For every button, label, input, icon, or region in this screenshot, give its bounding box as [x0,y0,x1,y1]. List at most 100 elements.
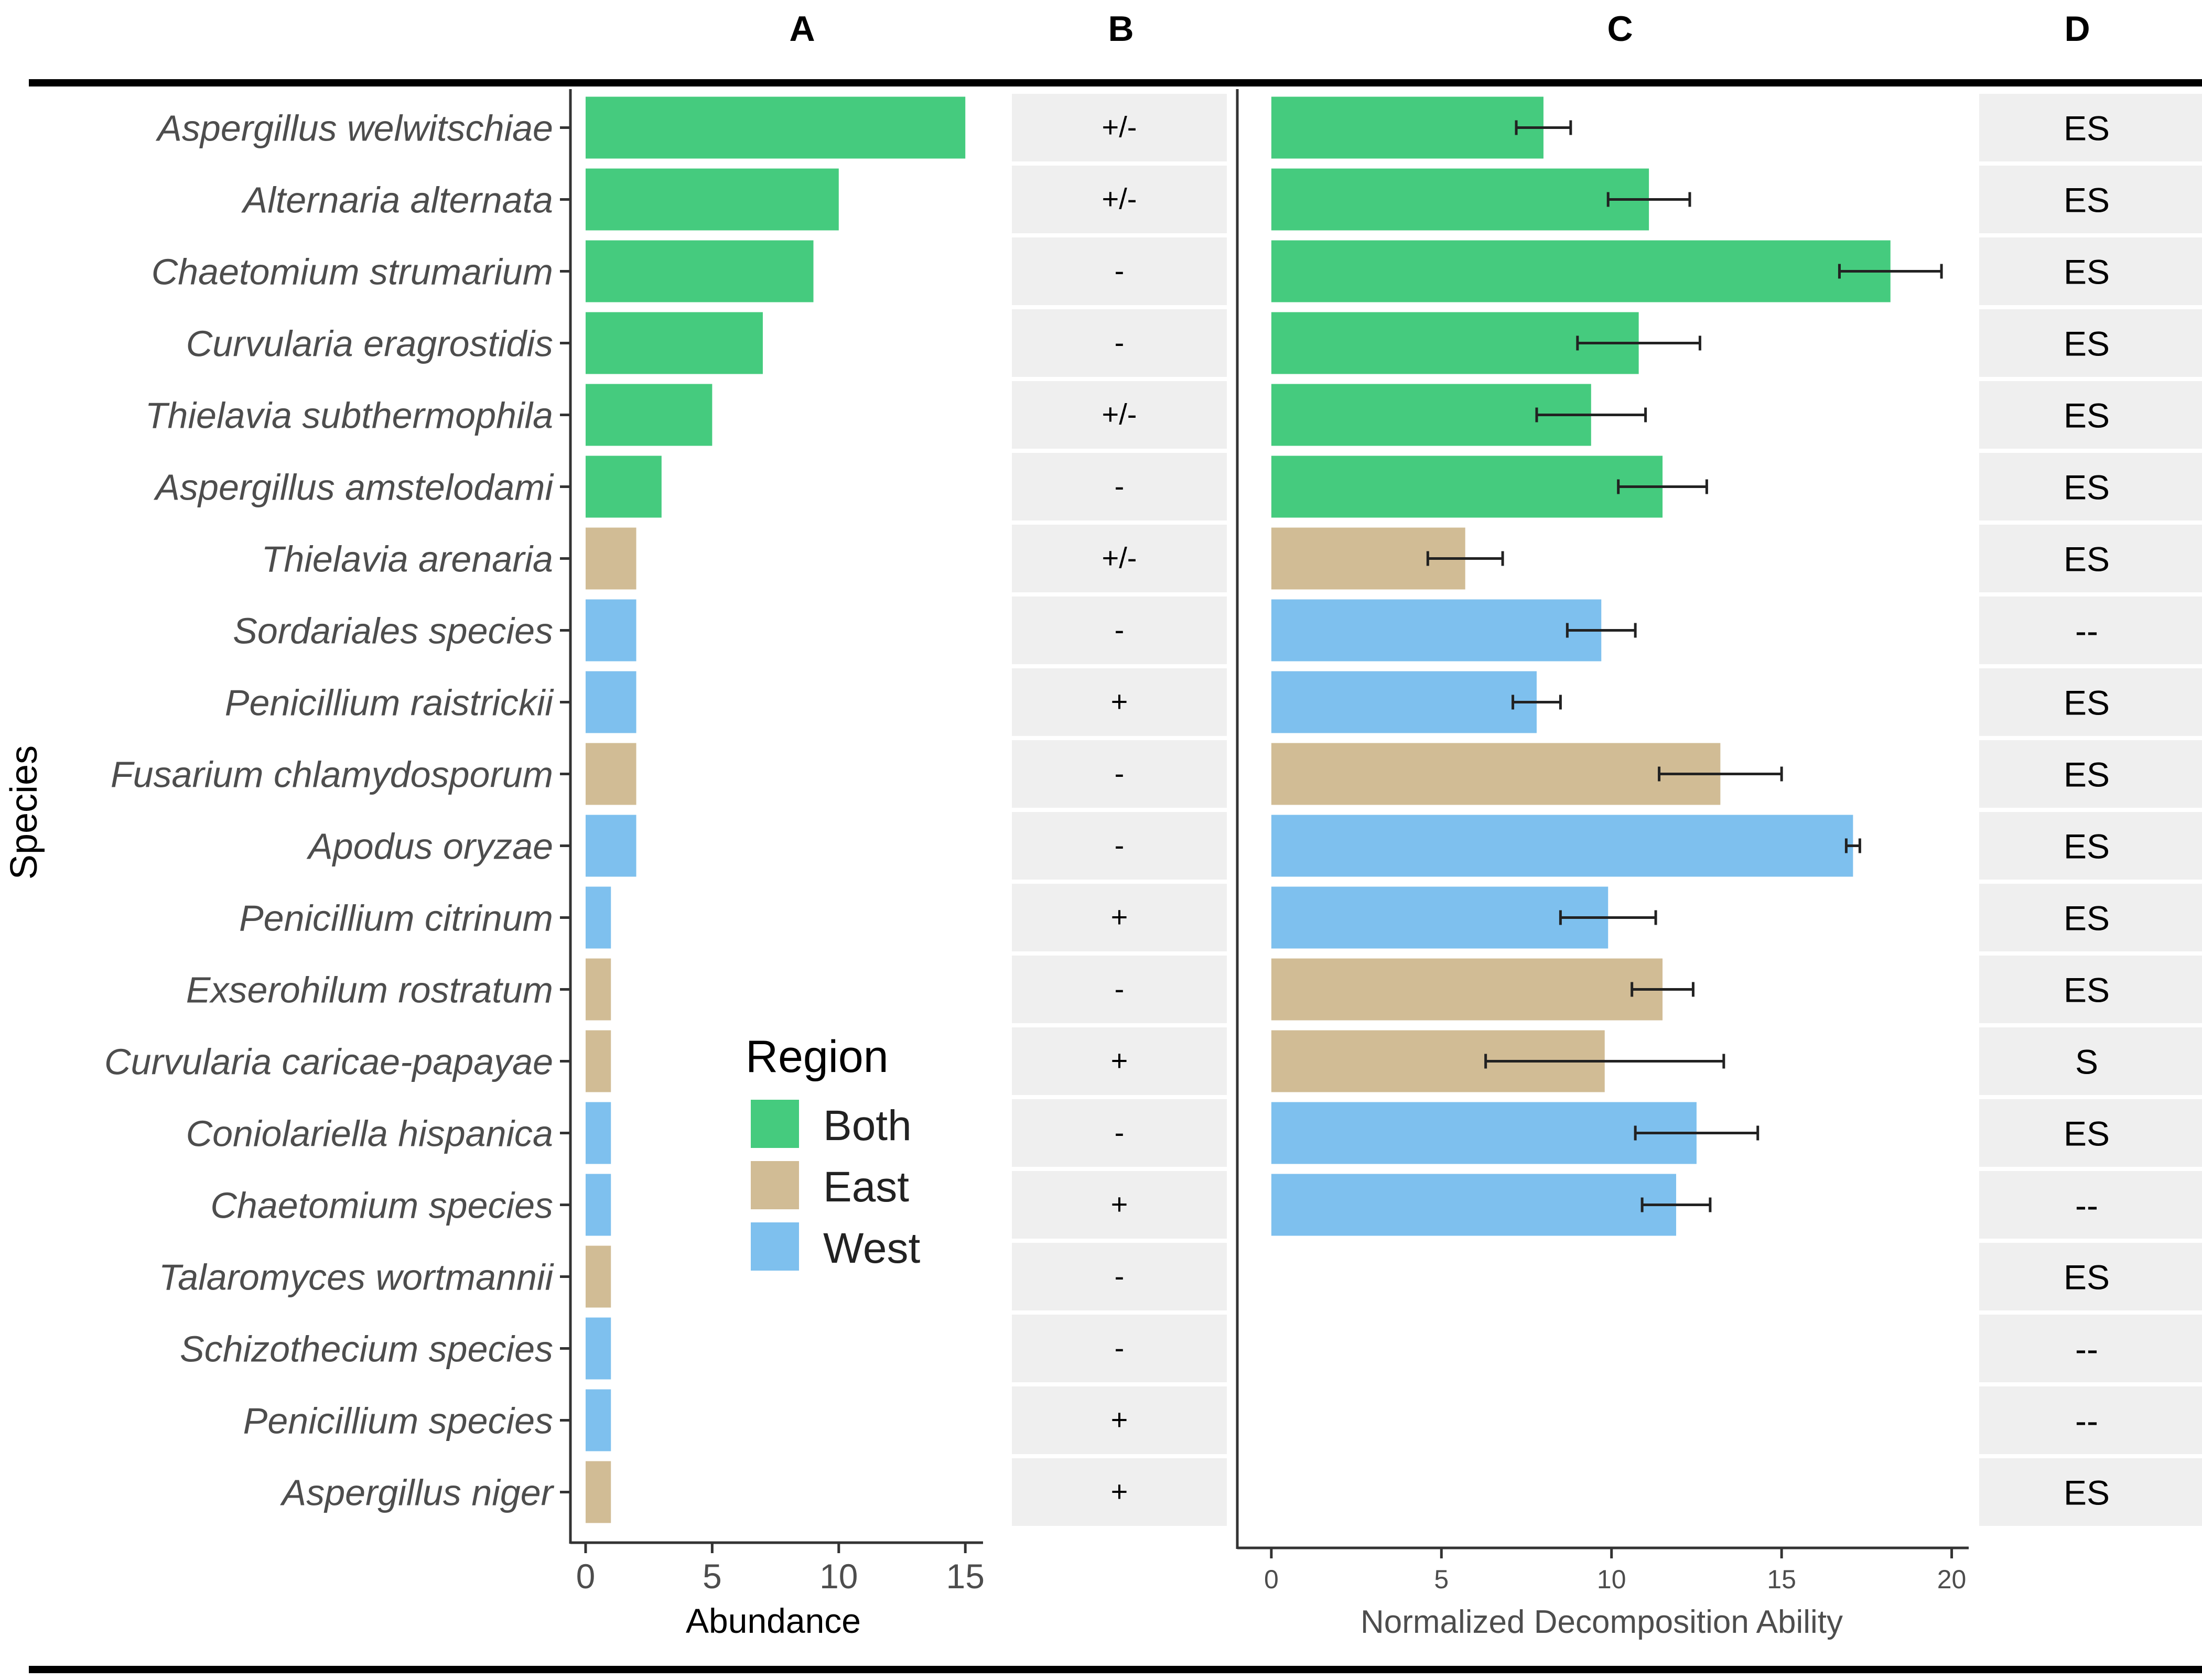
enzyme-code: ES [2064,827,2110,866]
enzyme-code: ES [2064,540,2110,579]
species-label: Aspergillus amstelodami [153,467,554,508]
panel-b-cell [1012,740,1227,808]
effect-sign: +/- [1102,182,1137,215]
effect-sign: - [1115,254,1125,287]
panel-b-cell [1012,453,1227,521]
panel-d-cell [1979,597,2202,664]
abundance-bar [585,1174,611,1236]
panel-c-x-axis-title: Normalized Decomposition Ability [1361,1604,1843,1640]
effect-sign: - [1115,1116,1125,1149]
effect-sign: +/- [1102,111,1137,144]
decomposition-bar [1271,96,1543,159]
abundance-bar [585,743,636,805]
abundance-bar [585,312,763,374]
enzyme-code: ES [2064,253,2110,291]
enzyme-code: ES [2064,181,2110,220]
effect-sign: + [1111,685,1128,718]
panel-b-cell [1012,668,1227,736]
effect-sign: - [1115,972,1125,1005]
enzyme-code: ES [2064,324,2110,363]
panel-b-cell [1012,956,1227,1023]
effect-sign: +/- [1102,398,1137,431]
abundance-bar [585,671,636,733]
species-label: Sordariales species [233,611,553,652]
species-label: Aspergillus niger [280,1472,555,1513]
species-label: Schizothecium species [180,1329,553,1370]
panel-d-values: ES ES ES ES ES ES ES -- ES ES ES ES ES S ES -- ES -- -- ES [2064,109,2110,1512]
x-tick-label: 10 [1597,1565,1626,1594]
panel-d-cell [1979,453,2202,521]
enzyme-code: -- [2075,1402,2098,1440]
abundance-bar [585,96,966,159]
panel-d-cell [1979,94,2202,161]
panel-a-x-ticks: 0 5 10 15 [576,1543,985,1596]
enzyme-code: -- [2075,1330,2098,1369]
legend-swatch-west [751,1222,799,1271]
panel-d-cell [1979,1386,2202,1454]
effect-sign: + [1111,1475,1128,1508]
enzyme-code: ES [2064,109,2110,148]
effect-sign: - [1115,326,1125,359]
panel-label-d: D [2064,9,2090,49]
panel-b-cell [1012,1458,1227,1526]
abundance-bar [585,384,713,446]
x-tick-label: 5 [703,1557,722,1596]
abundance-bar [585,1030,611,1092]
panel-b-cell [1012,525,1227,592]
decomposition-bar [1271,671,1537,733]
x-tick-label: 15 [1767,1565,1796,1594]
effect-sign: - [1115,829,1125,862]
abundance-bar [585,168,839,231]
species-label: Exserohilum rostratum [186,970,553,1011]
enzyme-code: ES [2064,468,2110,507]
species-label: Thielavia arenaria [262,539,553,580]
panel-d-cell [1979,956,2202,1023]
effect-sign: - [1115,613,1125,646]
abundance-bar [585,240,814,302]
abundance-bar [585,1245,611,1308]
panel-b-cell [1012,166,1227,233]
abundance-bar [585,456,662,518]
panel-b-cell [1012,1171,1227,1239]
x-tick-label: 0 [1264,1565,1279,1594]
panel-b-cell [1012,812,1227,880]
panel-b-cell [1012,1386,1227,1454]
effect-sign: +/- [1102,541,1137,575]
species-label: Alternaria alternata [241,180,553,221]
decomposition-bar [1271,456,1663,518]
panel-label-c: C [1607,9,1633,49]
panel-b-cell [1012,1099,1227,1167]
enzyme-code: -- [2075,1186,2098,1225]
panel-d-cell [1979,668,2202,736]
species-label: Apodus oryzae [306,826,553,867]
panel-d-cell [1979,525,2202,592]
panel-d-cell [1979,1315,2202,1382]
panel-d-cell [1979,1171,2202,1239]
panel-d-cell [1979,309,2202,377]
decomposition-bar [1271,1174,1676,1236]
decomposition-bar [1271,240,1891,302]
panel-b-cell [1012,884,1227,951]
panel-d-cell [1979,381,2202,449]
species-label: Chaetomium species [210,1185,553,1226]
species-label: Curvularia caricae-papayae [104,1042,553,1082]
enzyme-code: ES [2064,396,2110,435]
panel-d-cell [1979,812,2202,880]
enzyme-code: ES [2064,684,2110,722]
panel-d-cell [1979,1243,2202,1310]
y-axis-title: Species [3,745,45,880]
abundance-bar [585,527,636,590]
legend-label-east: East [823,1163,909,1211]
enzyme-code: ES [2064,1114,2110,1153]
species-labels: Aspergillus welwitschiae Alternaria alter… [104,108,570,1513]
effect-sign: + [1111,1188,1128,1221]
panel-b-values: +/- +/- - - +/- - +/- - + - - + - + - + - - + + [1102,111,1137,1508]
panel-c-bars [1271,96,1943,1236]
x-tick-label: 15 [946,1557,984,1596]
panel-d-cell [1979,237,2202,305]
abundance-bar [585,1317,611,1380]
abundance-bar [585,1461,611,1523]
panel-b-cell [1012,237,1227,305]
panel-b-cell [1012,94,1227,161]
